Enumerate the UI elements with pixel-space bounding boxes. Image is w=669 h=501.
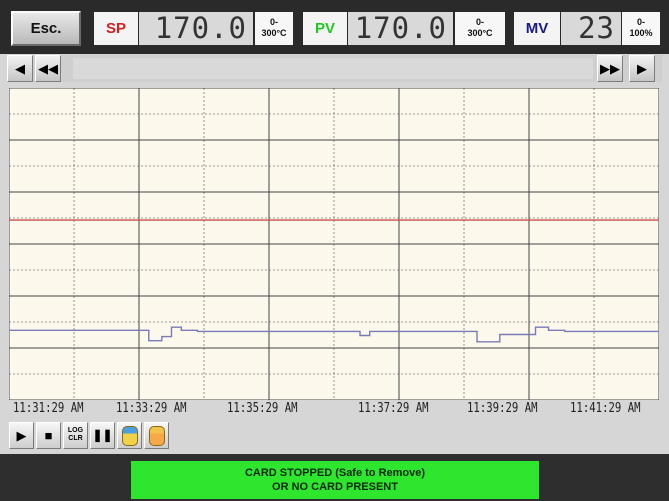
scroll-track[interactable] [73,58,593,79]
x-tick-label: 11:37:29 AM [358,401,429,416]
pause-icon[interactable]: ❚❚ [90,422,115,449]
x-tick-label: 11:33:29 AM [116,401,187,416]
top-bar: Esc. SP 170.0 0- 300°C PV 170.0 0- 300°C… [0,0,669,54]
pv-range: 0- 300°C [455,12,505,45]
trend-chart [9,88,659,400]
play-icon[interactable]: ▶ [9,422,34,449]
x-tick-label: 11:35:29 AM [227,401,298,416]
sd-card-orange-icon[interactable] [144,422,169,449]
stop-icon[interactable]: ■ [36,422,61,449]
mv-tag: MV [514,12,560,45]
step-back-icon[interactable]: ◀ [7,55,33,82]
mv-range: 0- 100% [622,12,660,45]
fast-rewind-icon[interactable]: ◀◀ [35,55,61,82]
sp-value: 170.0 [139,12,253,45]
x-tick-label: 11:39:29 AM [467,401,538,416]
sp-range: 0- 300°C [255,12,293,45]
card-status-banner: CARD STOPPED (Safe to Remove) OR NO CARD… [131,461,539,499]
control-bar: ▶ ■ LOG CLR ❚❚ [9,422,209,450]
process-value-line [9,326,659,343]
time-axis: 11:31:29 AM 11:33:29 AM 11:35:29 AM 11:3… [9,401,664,419]
escape-button[interactable]: Esc. [11,11,81,46]
x-tick-label: 11:31:29 AM [13,401,84,416]
trend-chart-svg [9,88,659,400]
fast-forward-icon[interactable]: ▶▶ [597,55,623,82]
pv-tag: PV [303,12,347,45]
log-clear-button[interactable]: LOG CLR [63,422,88,449]
x-tick-label: 11:41:29 AM [570,401,641,416]
mv-value: 23 [561,12,621,45]
sp-tag: SP [94,12,138,45]
sd-card-blue-icon[interactable] [117,422,142,449]
pv-value: 170.0 [348,12,453,45]
step-forward-icon[interactable]: ▶ [629,55,655,82]
navigation-bar: ◀ ◀◀ ▶▶ ▶ [7,55,662,82]
